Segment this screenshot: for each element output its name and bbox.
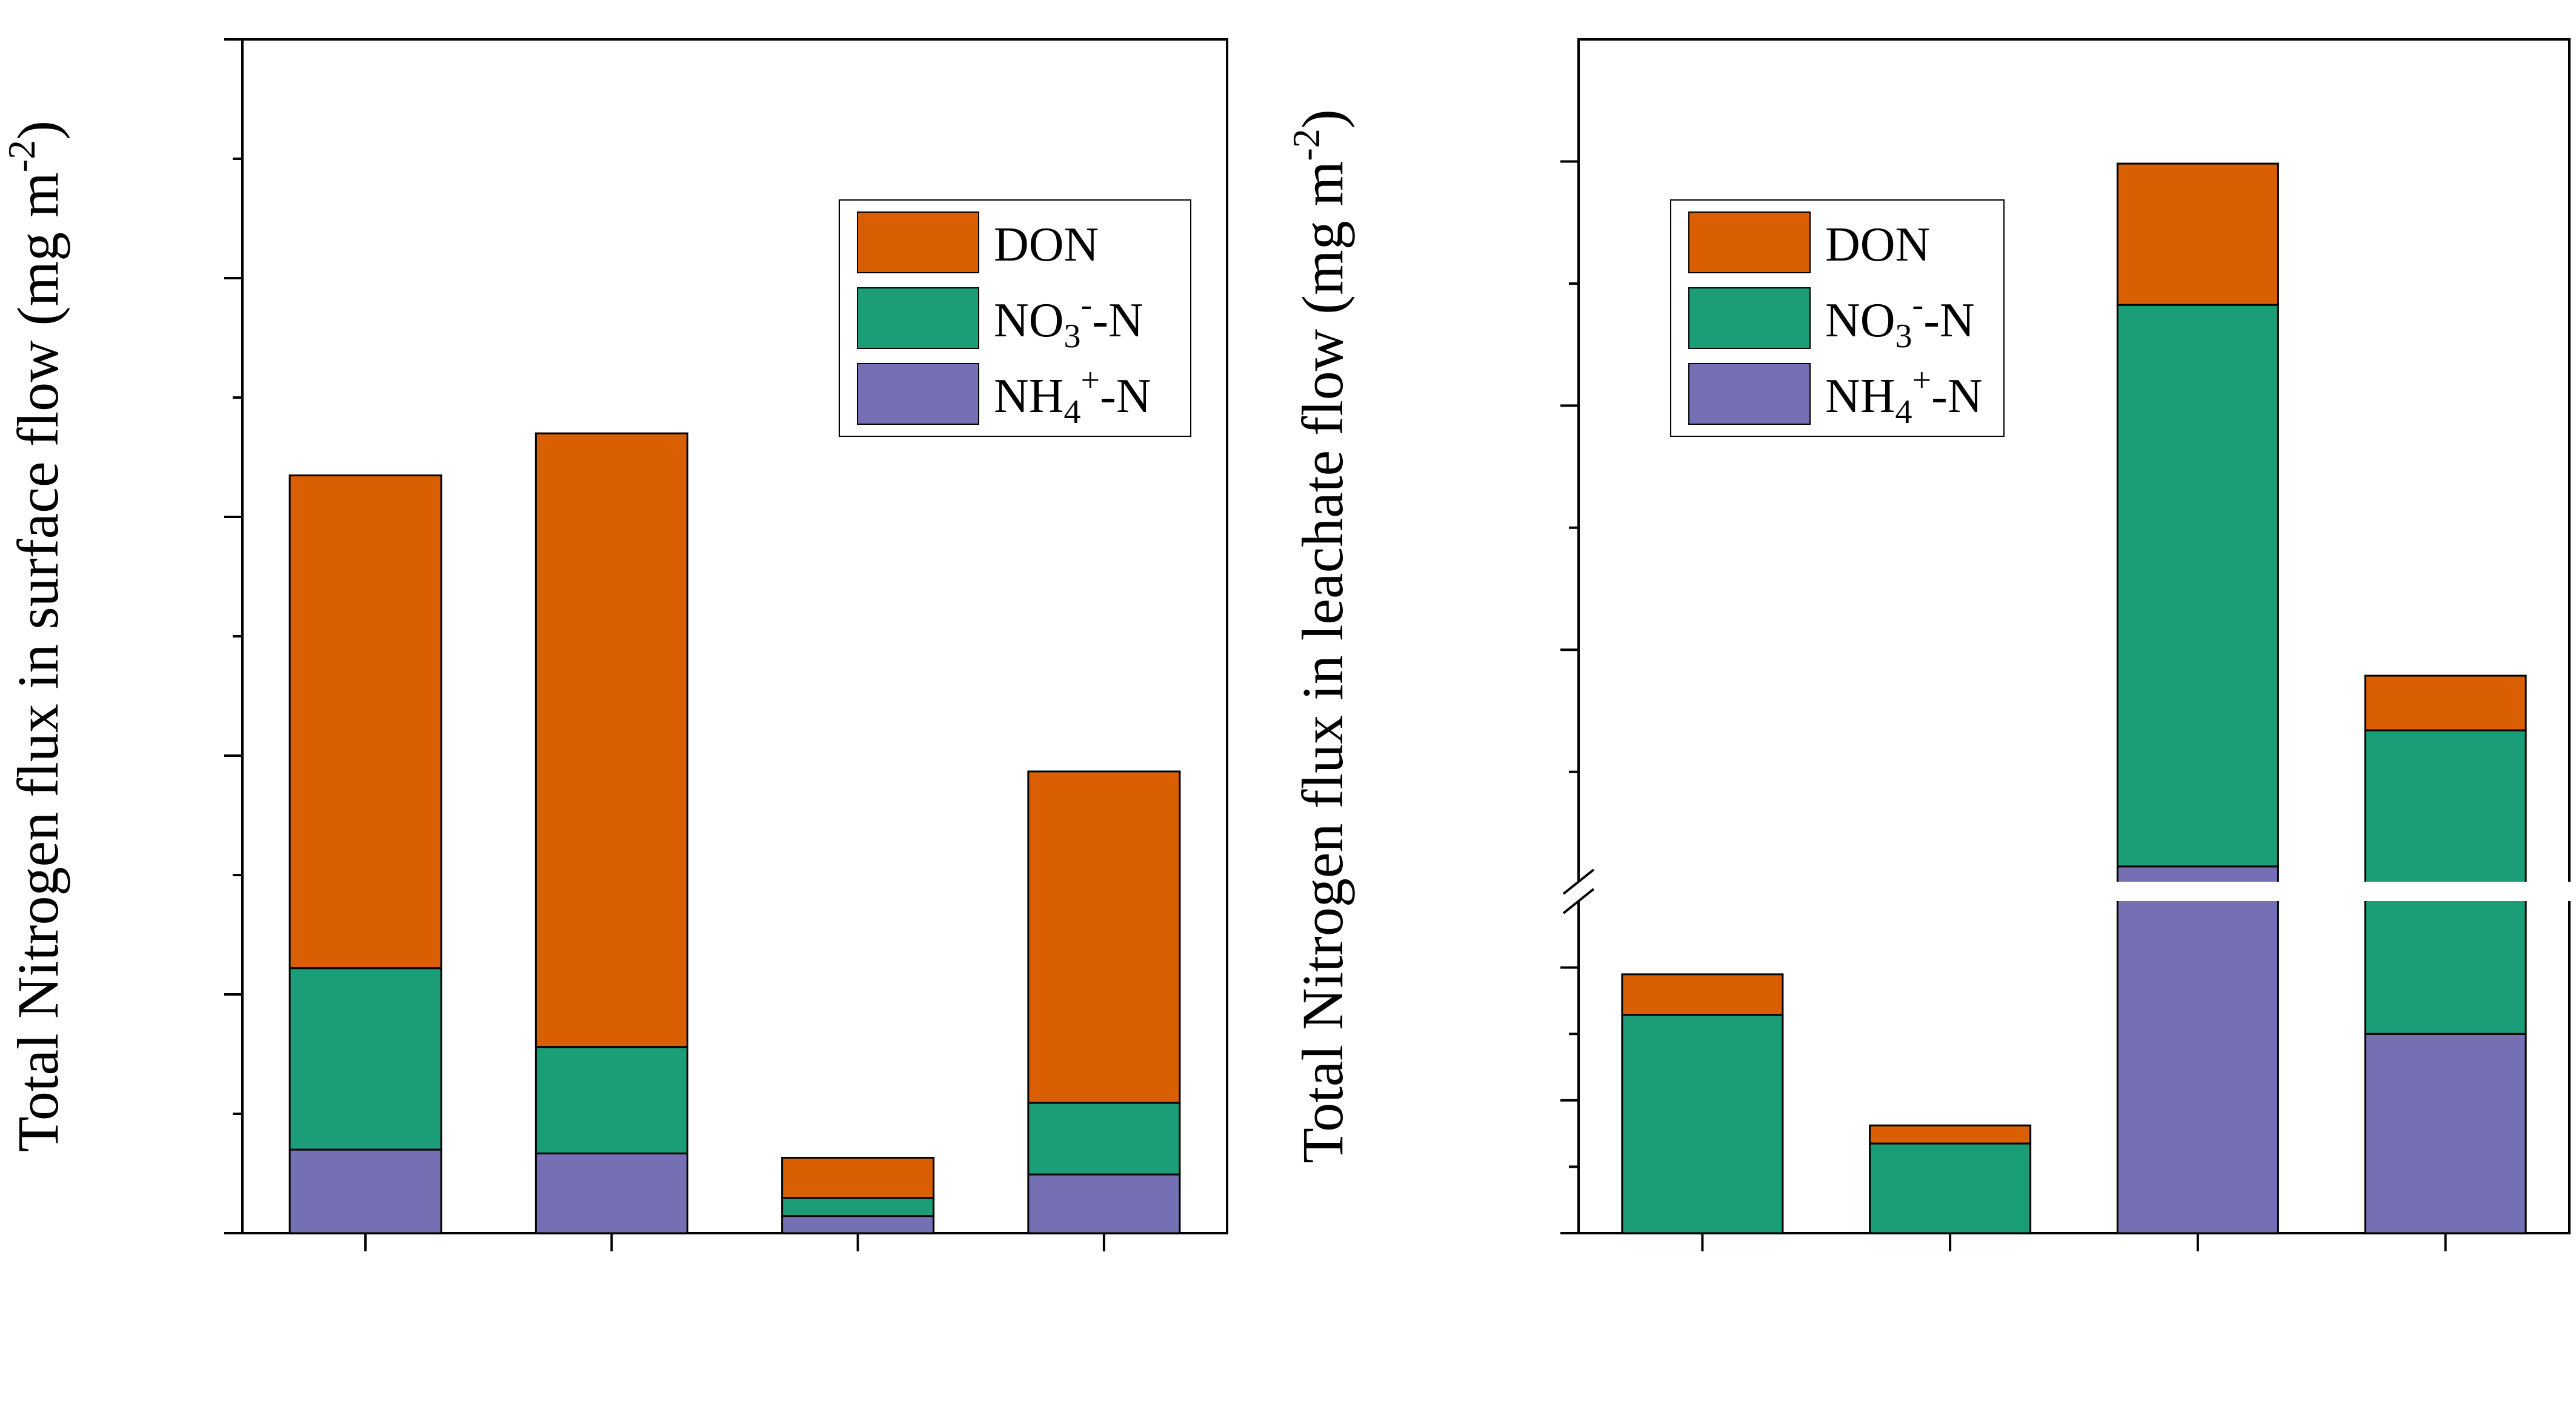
legend-label: DON bbox=[994, 218, 1099, 271]
bar-segment-at-0 bbox=[1027, 1173, 1181, 1234]
bar-segment-ft-0 bbox=[288, 1148, 442, 1234]
legend-label-subscript: 4 bbox=[1064, 393, 1081, 431]
y-axis-title: Total Nitrogen flux in surface flow (mg … bbox=[0, 121, 70, 1152]
y-axis-title-text: Total Nitrogen flux in surface flow (mg … bbox=[5, 172, 70, 1152]
legend-label-suffix: -N bbox=[1092, 294, 1143, 347]
legend-label-suffix: -N bbox=[1100, 370, 1151, 423]
legend-label-superscript: - bbox=[1081, 286, 1093, 324]
panel-a: Total Nitrogen flux in surface flow (mg … bbox=[0, 38, 1228, 1251]
plot-frame bbox=[1577, 38, 2571, 1234]
y-axis-title-text: Total Nitrogen flux in leachate flow (mg… bbox=[1290, 161, 1355, 1163]
bar-segment-lt-1 bbox=[534, 1046, 688, 1154]
legend-label-suffix: -N bbox=[1923, 294, 1974, 347]
bar-segment-lt-1 bbox=[1869, 1142, 2032, 1234]
bar-segment-at-2 bbox=[1027, 770, 1181, 1104]
legend-swatch bbox=[857, 287, 979, 349]
legend-label-subscript: 3 bbox=[1895, 318, 1912, 355]
legend-label: NH4+-N bbox=[994, 362, 1151, 431]
legend-label-base: NO bbox=[1825, 294, 1895, 347]
legend-label-subscript: 4 bbox=[1895, 393, 1912, 431]
legend-label-superscript: - bbox=[1912, 286, 1924, 324]
bar-segment-lt-2 bbox=[534, 432, 688, 1048]
legend-label: DON bbox=[1825, 218, 1930, 271]
y-axis-title-suffix: ) bbox=[5, 121, 70, 140]
legend-swatch bbox=[1688, 287, 1811, 349]
legend-label-base: NO bbox=[994, 294, 1064, 347]
bar-segment-at-1 bbox=[1027, 1102, 1181, 1176]
legend-swatch bbox=[1688, 211, 1811, 273]
bar-segment-at-2 bbox=[2364, 674, 2527, 731]
y-axis-title: Total Nitrogen flux in leachate flow (mg… bbox=[1285, 109, 1355, 1163]
bar-segment-lt-0 bbox=[534, 1152, 688, 1234]
bar-segment-ct-2 bbox=[2116, 162, 2279, 306]
legend-label-text: DON bbox=[994, 218, 1099, 271]
bar-segment-ft-1 bbox=[1621, 1014, 1784, 1234]
legend-label: NO3--N bbox=[994, 286, 1143, 355]
panel-b: Total Nitrogen flux in leachate flow (mg… bbox=[1285, 38, 2572, 1251]
legend-label-suffix: -N bbox=[1931, 370, 1982, 423]
legend-label: NO3--N bbox=[1825, 286, 1975, 355]
legend-label-base: NH bbox=[994, 370, 1064, 423]
bar-segment-ft-1 bbox=[288, 967, 442, 1151]
y-axis-title-suffix: ) bbox=[1290, 109, 1355, 128]
legend-swatch bbox=[857, 211, 979, 273]
legend-label-superscript: + bbox=[1912, 362, 1932, 399]
bar-segment-ct-1 bbox=[2116, 304, 2279, 868]
bar-segment-lt-2 bbox=[1869, 1124, 2032, 1145]
bar-segment-ct-0 bbox=[2116, 865, 2279, 1234]
bar-segment-ct-1 bbox=[781, 1197, 935, 1217]
legend-swatch bbox=[1688, 363, 1811, 425]
legend-label-superscript: + bbox=[1081, 362, 1100, 399]
legend-label: NH4+-N bbox=[1825, 362, 1983, 431]
y-axis-title-superscript: -2 bbox=[1285, 128, 1328, 161]
y-axis-title-superscript: -2 bbox=[0, 140, 43, 172]
bar-segment-at-0 bbox=[2364, 1033, 2527, 1234]
axis-break-mark bbox=[1562, 868, 1595, 895]
bar-segment-ct-2 bbox=[781, 1156, 935, 1199]
legend-swatch bbox=[857, 363, 979, 425]
axis-break-band bbox=[1576, 882, 2572, 901]
axis-break-mark bbox=[1562, 888, 1595, 914]
bar-segment-ct-0 bbox=[781, 1215, 935, 1234]
legend-label-text: DON bbox=[1825, 218, 1930, 271]
legend-label-base: NH bbox=[1825, 370, 1895, 423]
legend-label-subscript: 3 bbox=[1064, 318, 1081, 355]
bar-segment-ft-2 bbox=[1621, 973, 1784, 1016]
bar-segment-ft-2 bbox=[288, 474, 442, 970]
